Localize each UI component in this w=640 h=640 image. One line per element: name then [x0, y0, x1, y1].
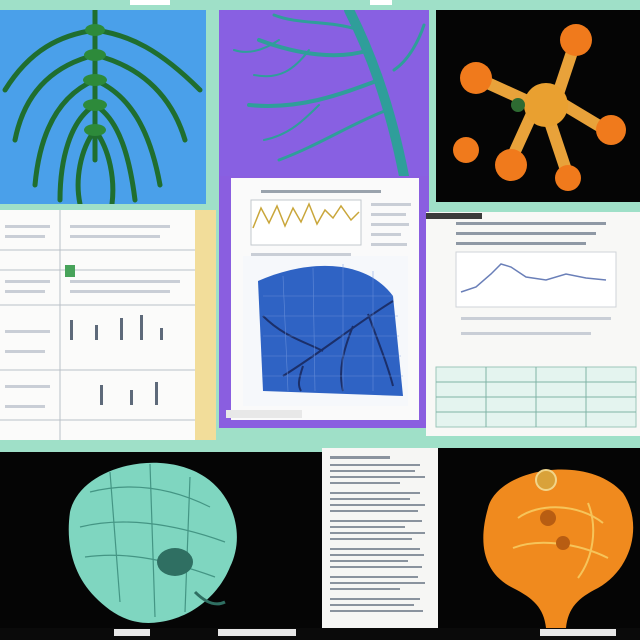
- line-chart-document: [231, 178, 419, 420]
- molecule-panel: [436, 10, 640, 202]
- vein-map-image: [243, 256, 408, 406]
- molecule-icon: [436, 10, 640, 202]
- vascular-tree-icon: [219, 10, 429, 176]
- bottom-label-left: [114, 629, 150, 636]
- center-caption-strip: [226, 410, 302, 418]
- text-document-icon: [322, 448, 438, 628]
- trend-chart-title-strip: [426, 213, 482, 219]
- spreadsheet-document-panel: [0, 210, 216, 440]
- skull-panel: [0, 452, 322, 628]
- bottom-label-center: [218, 629, 296, 636]
- spine-ribcage-panel: [0, 10, 206, 204]
- skull-icon: [0, 452, 322, 628]
- bottom-label-right: [540, 629, 616, 636]
- vascular-tree-panel: [219, 10, 429, 176]
- spine-vessels-icon: [0, 10, 206, 204]
- vein-map-icon: [243, 256, 408, 406]
- center-document-panel: [219, 176, 429, 428]
- top-header-strip-right: [370, 0, 392, 5]
- spreadsheet-icon: [0, 210, 216, 440]
- trend-chart-icon: [426, 212, 640, 436]
- top-header-strip: [130, 0, 170, 5]
- organ-icon: [438, 448, 640, 628]
- trend-chart-document-panel: [426, 212, 640, 436]
- text-document-panel: [322, 448, 438, 628]
- organ-panel: [438, 448, 640, 628]
- bottom-strip: [0, 628, 640, 640]
